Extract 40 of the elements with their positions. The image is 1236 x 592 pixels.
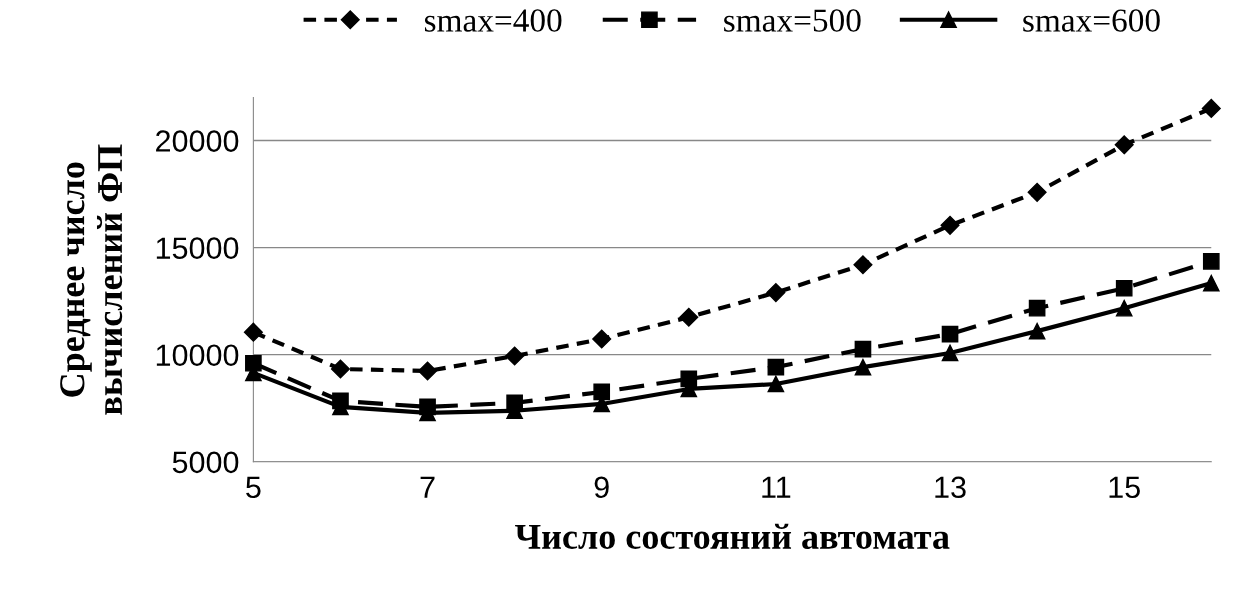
legend-label: smax=600 [1023, 9, 1160, 32]
x-tick-label: 5 [246, 476, 261, 499]
x-tick-label: 9 [594, 476, 609, 499]
y-tick-label: 5000 [172, 451, 239, 474]
point [766, 283, 786, 303]
point [679, 307, 699, 327]
point [1028, 322, 1046, 340]
point [1114, 135, 1134, 155]
x-tick-label: 11 [762, 476, 791, 498]
point [1027, 182, 1047, 202]
point [941, 325, 959, 343]
point [593, 383, 611, 401]
y-tick-label: 15000 [156, 237, 239, 259]
point [243, 322, 263, 342]
y-tick-label: 20000 [156, 130, 239, 152]
point [940, 215, 960, 235]
point [592, 329, 612, 349]
point [418, 361, 438, 381]
point [1115, 279, 1133, 297]
point [1202, 252, 1220, 270]
point [854, 340, 872, 358]
point [853, 255, 873, 275]
legend-label: smax=500 [724, 9, 861, 32]
point [767, 375, 785, 393]
point [505, 346, 525, 366]
point [767, 358, 785, 376]
x-tick-label: 7 [420, 476, 435, 498]
y-axis-title: Среднее число вычислений ФП [60, 144, 123, 415]
point [1115, 299, 1133, 317]
point [1201, 98, 1221, 118]
point [1202, 274, 1220, 292]
legend-label: smax=400 [424, 9, 562, 32]
y-tick-label: 10000 [156, 344, 239, 367]
x-tick-label: 15 [1109, 476, 1140, 499]
x-tick-label: 13 [935, 476, 966, 499]
point [1028, 299, 1046, 317]
x-axis-title: Число состояний автомата [515, 523, 950, 549]
point [854, 358, 872, 376]
point [330, 359, 350, 379]
point [941, 344, 959, 362]
